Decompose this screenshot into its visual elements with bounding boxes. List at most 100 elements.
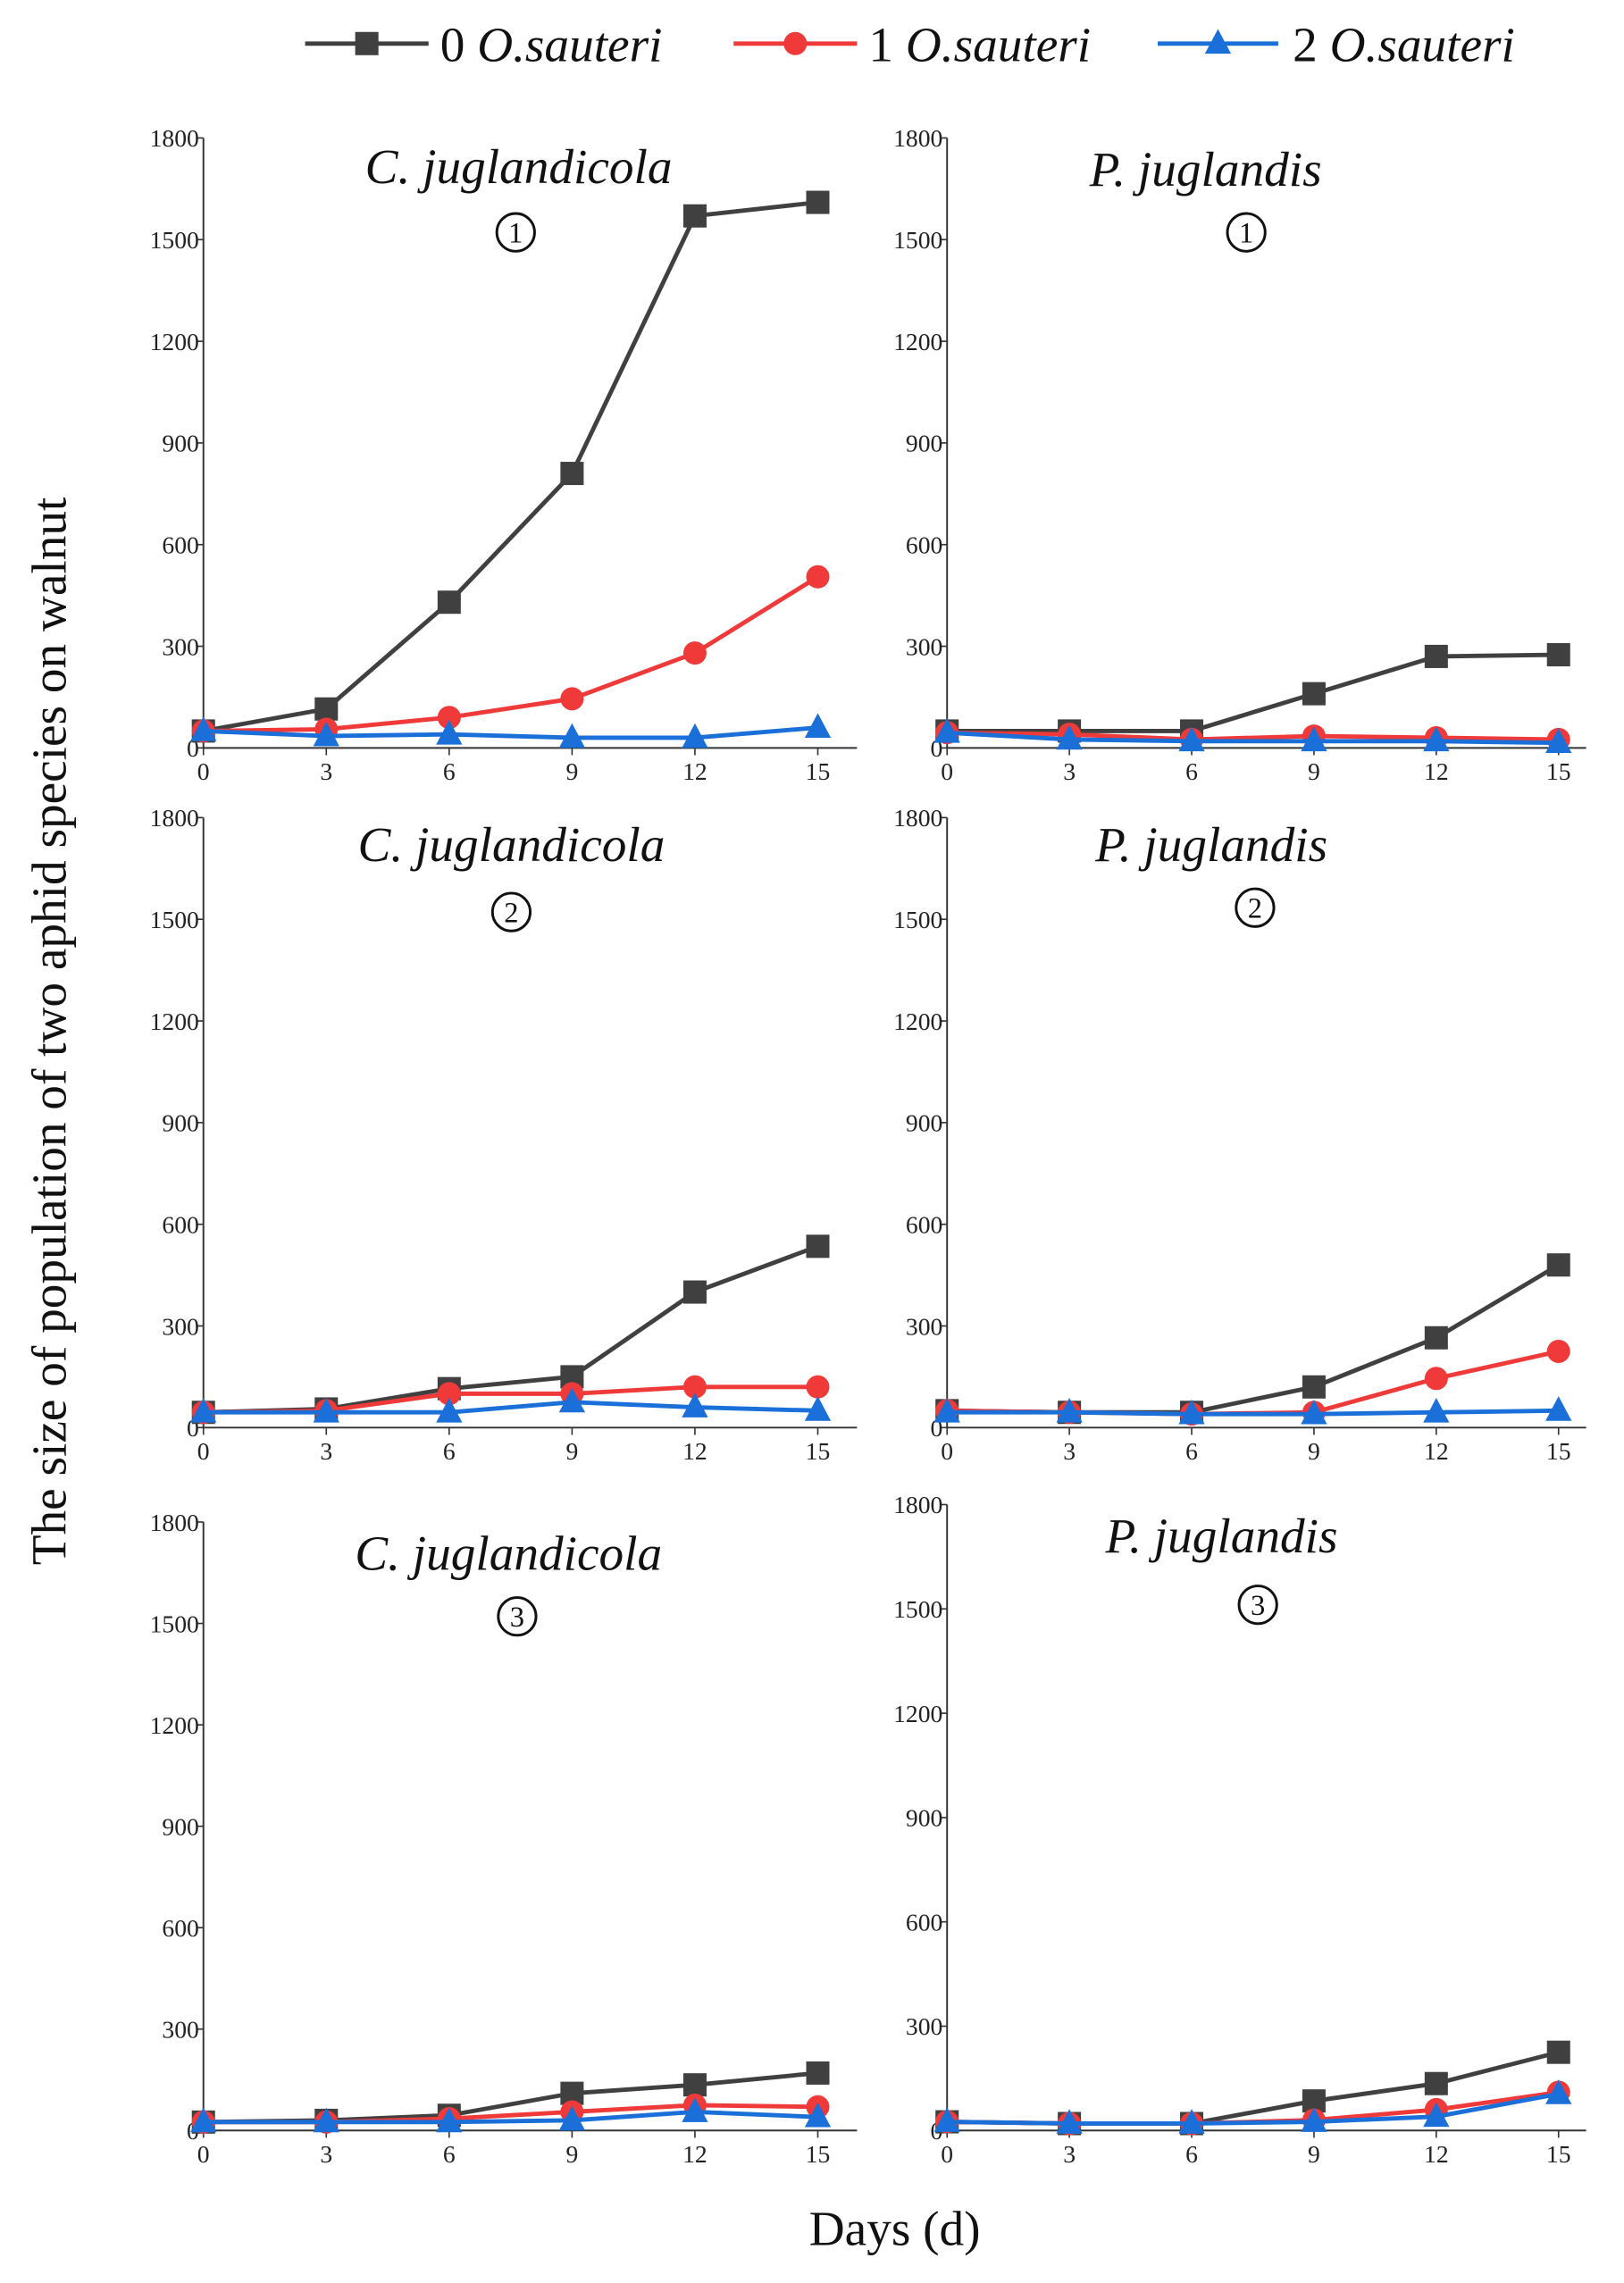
legend-label: 0 O.sauteri <box>440 17 663 71</box>
legend-marker-square <box>355 31 379 55</box>
x-tick-label: 15 <box>806 2140 831 2168</box>
data-point-square <box>1424 644 1448 668</box>
x-tick-label: 3 <box>1063 1437 1076 1465</box>
data-point-square <box>1424 2071 1448 2095</box>
data-point-square <box>682 204 707 228</box>
series-line <box>947 730 1559 742</box>
y-tick-label: 300 <box>162 1312 198 1340</box>
y-tick-label: 1800 <box>893 1491 942 1518</box>
data-point-triangle <box>1423 726 1450 752</box>
data-point-triangle <box>1545 2079 1572 2104</box>
data-point-circle <box>806 1375 830 1399</box>
data-point-triangle <box>1301 726 1327 752</box>
x-tick-label: 12 <box>1424 2140 1449 2168</box>
data-point-triangle <box>1545 728 1572 754</box>
series-line <box>947 652 1559 733</box>
y-tick-label: 300 <box>906 1312 942 1340</box>
series-line <box>203 2110 818 2125</box>
x-tick-label: 9 <box>1308 757 1320 785</box>
data-point-circle <box>1424 1367 1448 1391</box>
data-point-circle <box>1546 1339 1570 1363</box>
x-tick-label: 12 <box>682 2140 707 2168</box>
x-tick-label: 0 <box>941 1437 953 1465</box>
legend-marker-circle <box>783 31 808 55</box>
x-axis-label: Days (d) <box>809 2202 981 2256</box>
legend-marker-triangle <box>1204 29 1232 54</box>
legend-label: 1 O.sauteri <box>868 17 1091 71</box>
y-tick-label: 1500 <box>150 906 199 933</box>
x-tick-label: 6 <box>443 757 456 785</box>
x-tick-label: 0 <box>941 757 953 785</box>
y-tick-label: 600 <box>162 1210 198 1238</box>
panel-number: 1 <box>1239 218 1253 250</box>
data-point-triangle <box>1301 1399 1327 1425</box>
data-point-square <box>682 1280 707 1304</box>
data-point-triangle <box>1178 726 1205 752</box>
x-tick-label: 0 <box>197 1437 210 1465</box>
data-point-square <box>437 590 461 615</box>
y-tick-label: 900 <box>906 1804 942 1832</box>
data-point-triangle <box>190 2107 217 2133</box>
series-line <box>203 725 818 740</box>
data-point-triangle <box>804 1396 832 1421</box>
y-tick-label: 1200 <box>150 1711 199 1739</box>
panel-title: C. juglandicola <box>355 1526 662 1581</box>
data-point-triangle <box>436 719 463 745</box>
data-point-triangle <box>1178 2109 1205 2134</box>
data-point-square <box>806 1234 830 1259</box>
legend-label: 2 O.sauteri <box>1293 17 1515 71</box>
data-point-circle <box>682 1375 707 1399</box>
y-tick-label: 1800 <box>150 804 199 832</box>
y-tick-label: 900 <box>162 430 198 457</box>
data-point-circle <box>437 706 461 730</box>
data-point-square <box>314 697 339 721</box>
y-tick-label: 300 <box>906 632 942 660</box>
data-point-triangle <box>1056 2109 1083 2134</box>
data-point-triangle <box>1423 2102 1450 2128</box>
data-point-circle <box>560 687 584 711</box>
panel-title: P. juglandis <box>1089 142 1322 197</box>
x-tick-label: 15 <box>1546 1437 1571 1465</box>
data-point-triangle <box>804 2102 832 2128</box>
y-tick-label: 1200 <box>150 1008 199 1035</box>
data-point-circle <box>806 564 830 589</box>
y-tick-label: 1800 <box>893 124 942 152</box>
x-tick-label: 6 <box>1185 757 1198 785</box>
x-tick-label: 12 <box>1424 757 1449 785</box>
series-line <box>947 730 1559 746</box>
y-tick-label: 1200 <box>893 1700 942 1727</box>
data-point-triangle <box>1178 1399 1205 1425</box>
x-tick-label: 9 <box>1308 1437 1320 1465</box>
y-tick-label: 1500 <box>893 226 942 254</box>
series-line <box>203 200 818 733</box>
y-tick-label: 900 <box>162 1109 198 1137</box>
x-tick-label: 12 <box>682 757 707 785</box>
y-tick-label: 1200 <box>893 1008 942 1035</box>
y-tick-label: 900 <box>906 1109 942 1137</box>
legend-entry: 2 O.sauteri <box>1157 17 1515 71</box>
panel-number-circle <box>1237 1585 1278 1626</box>
x-tick-label: 9 <box>565 1437 578 1465</box>
y-tick-label: 300 <box>162 632 198 660</box>
y-tick-label: 900 <box>162 1812 198 1840</box>
y-tick-label: 1500 <box>150 226 199 254</box>
y-tick-label: 600 <box>906 1210 942 1238</box>
x-tick-label: 6 <box>443 2140 456 2168</box>
panel-number: 3 <box>510 1601 524 1634</box>
x-tick-label: 9 <box>565 2140 578 2168</box>
panel-number-circle <box>497 1596 538 1637</box>
series-line <box>947 2090 1560 2126</box>
y-tick-label: 1500 <box>150 1610 199 1637</box>
legend-entry: 1 O.sauteri <box>733 17 1091 71</box>
x-tick-label: 3 <box>320 1437 332 1465</box>
panel-title: P. juglandis <box>1094 817 1327 872</box>
y-tick-label: 600 <box>906 531 942 558</box>
y-tick-label: 1200 <box>150 328 199 355</box>
data-point-square <box>1424 1325 1448 1350</box>
x-tick-label: 3 <box>1063 2140 1076 2168</box>
x-tick-label: 9 <box>1308 2140 1320 2168</box>
panel-number-circle <box>1226 212 1267 253</box>
